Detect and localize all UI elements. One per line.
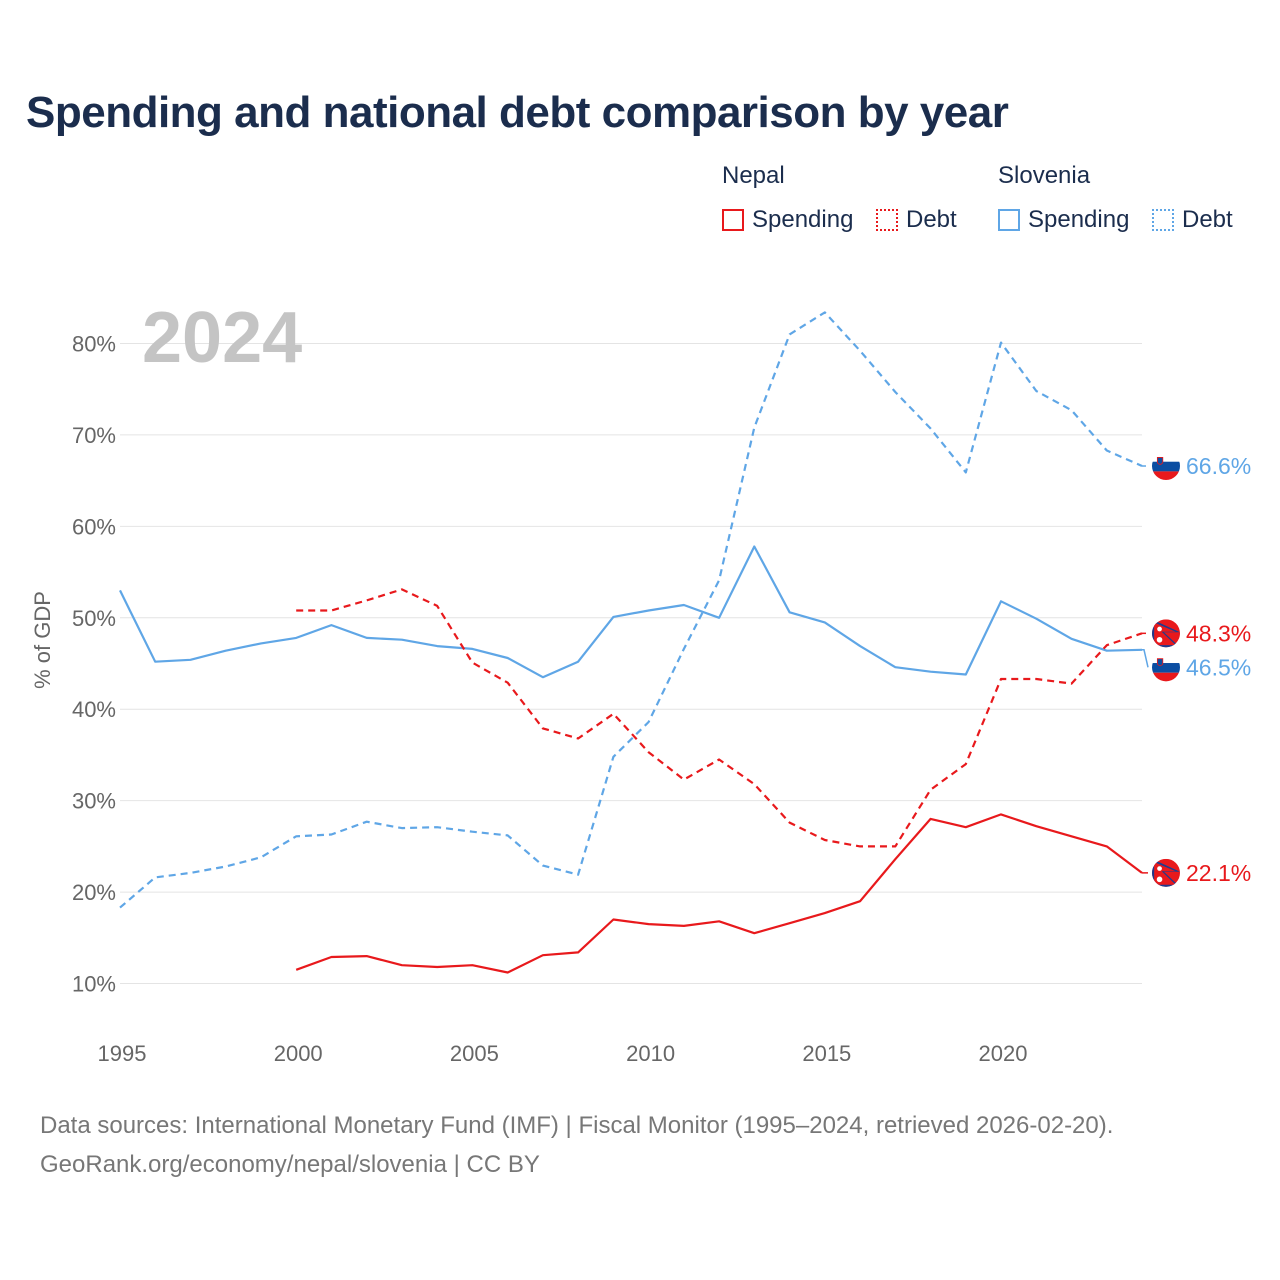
slovenia-flag-icon (1152, 452, 1180, 481)
legend-label-nepal-spending: Spending (752, 206, 854, 233)
series-line-nepal-spending (295, 813, 1143, 974)
legend-slovenia: Slovenia Spending Debt (998, 162, 1233, 233)
end-markers: 66.6% 46.5% 48.3% 22.1% (1142, 452, 1251, 887)
series-line-slovenia-debt (119, 311, 1143, 909)
y-tick-label: 80% (72, 332, 116, 357)
y-axis-ticks: 10% 20% 30% 40% 50% 60% 70% 80% (72, 332, 116, 997)
x-tick-label: 2000 (274, 1041, 323, 1066)
line-chart: 2024 % of GDP 10% 20% 30% 40% 50% 60% 70% 80% 1… (30, 298, 1251, 1066)
end-value-label: 66.6% (1186, 453, 1251, 479)
legend-swatch-nepal-debt (876, 209, 898, 231)
footer-attribution[interactable]: GeoRank.org/economy/nepal/slovenia | CC … (40, 1151, 540, 1178)
y-tick-label: 20% (72, 880, 116, 905)
legend-swatch-slovenia-debt (1152, 209, 1174, 231)
chart-grid (120, 343, 1142, 984)
end-value-label: 48.3% (1186, 620, 1251, 646)
series-line-slovenia-spending (119, 545, 1143, 679)
end-value-label: 22.1% (1186, 860, 1251, 886)
y-axis-label: % of GDP (30, 591, 55, 689)
footer-sources: Data sources: International Monetary Fun… (40, 1112, 1114, 1139)
nepal-flag-icon (1152, 859, 1180, 887)
series-line-nepal-debt (296, 588, 1143, 848)
end-value-label: 46.5% (1186, 654, 1251, 680)
x-axis-ticks: 1995 2000 2005 2010 2015 2020 (98, 1041, 1028, 1066)
y-tick-label: 30% (72, 789, 116, 814)
legend-item-slovenia-spending[interactable]: Spending (998, 206, 1129, 234)
legend-item-nepal-debt[interactable]: Debt (876, 206, 957, 234)
x-tick-label: 1995 (98, 1041, 147, 1066)
y-tick-label: 10% (72, 972, 116, 997)
year-watermark: 2024 (142, 298, 302, 378)
legend-item-nepal-spending[interactable]: Spending (722, 206, 853, 234)
footer: Data sources: International Monetary Fun… (40, 1106, 1113, 1184)
slovenia-flag-icon (1152, 653, 1180, 682)
y-tick-label: 40% (72, 697, 116, 722)
y-tick-label: 60% (72, 514, 116, 539)
x-tick-label: 2020 (979, 1041, 1028, 1066)
chart-title: Spending and national debt comparison by… (26, 88, 1009, 137)
legend-country-nepal: Nepal (722, 162, 785, 189)
y-tick-label: 50% (72, 606, 116, 631)
legend-swatch-slovenia-spending (998, 209, 1020, 231)
legend-label-nepal-debt: Debt (906, 206, 957, 233)
x-tick-label: 2015 (802, 1041, 851, 1066)
end-connector (1142, 649, 1149, 668)
legend-item-slovenia-debt[interactable]: Debt (1152, 206, 1233, 234)
nepal-flag-icon (1152, 619, 1180, 647)
x-tick-label: 2010 (626, 1041, 675, 1066)
series-lines (119, 311, 1143, 974)
legend-swatch-nepal-spending (722, 209, 744, 231)
legend-label-slovenia-spending: Spending (1028, 206, 1130, 233)
legend-nepal: Nepal Spending Debt (722, 162, 957, 233)
legend-country-slovenia: Slovenia (998, 162, 1091, 189)
legend-label-slovenia-debt: Debt (1182, 206, 1233, 233)
y-tick-label: 70% (72, 423, 116, 448)
x-tick-label: 2005 (450, 1041, 499, 1066)
